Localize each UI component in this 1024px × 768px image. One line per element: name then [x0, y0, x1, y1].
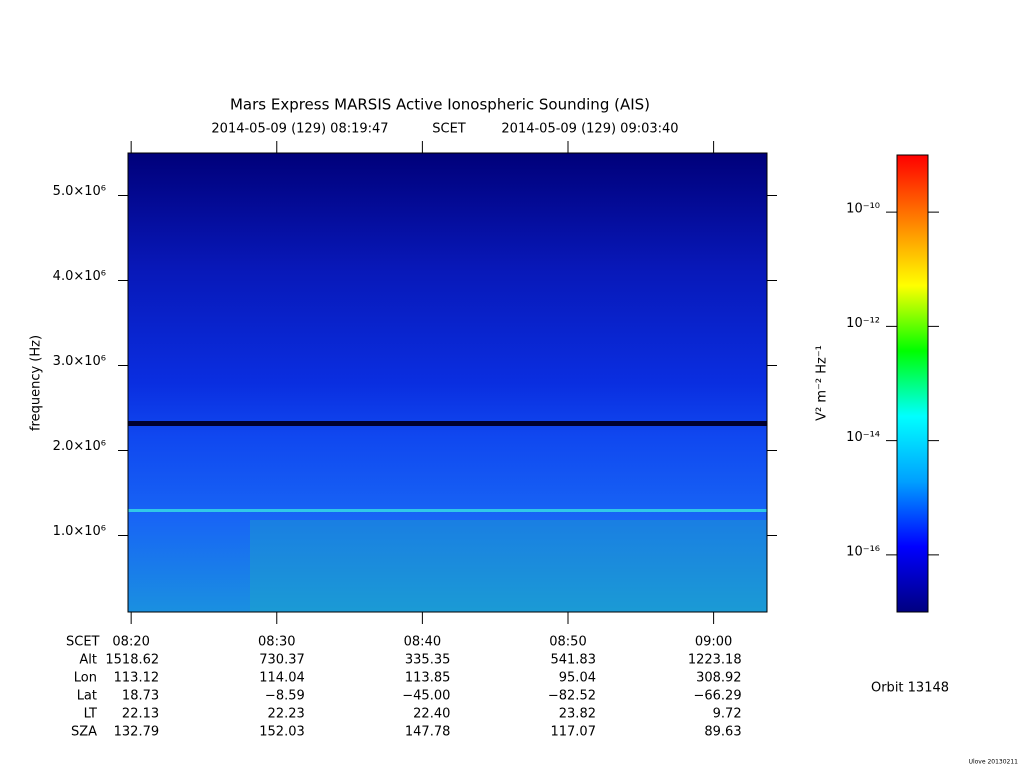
ephemeris-label: SZA — [71, 725, 97, 740]
spectrogram-band — [128, 421, 767, 426]
x-tick-label: 08:30 — [258, 635, 295, 650]
ephemeris-value: −82.52 — [548, 689, 596, 704]
colorbar-tick-label: 10⁻¹² — [846, 316, 880, 331]
ephemeris-value: 18.73 — [122, 689, 159, 704]
y-axis-label: frequency (Hz) — [29, 335, 44, 431]
ephemeris-value: 730.37 — [259, 653, 305, 668]
orbit-label: Orbit 13148 — [871, 681, 949, 696]
y-tick-label: 2.0×10⁶ — [53, 439, 106, 454]
colorbar-tick-label: 10⁻¹⁴ — [846, 430, 880, 445]
ephemeris-value: 114.04 — [259, 671, 305, 686]
ephemeris-label: Lat — [77, 689, 97, 704]
chart-title: Mars Express MARSIS Active Ionospheric S… — [230, 96, 650, 114]
time-end: 2014-05-09 (129) 09:03:40 — [501, 122, 678, 137]
y-tick-label: 5.0×10⁶ — [53, 184, 106, 199]
colorbar-tick-label: 10⁻¹⁰ — [846, 202, 880, 217]
spectrogram-band — [128, 509, 767, 512]
y-tick-label: 1.0×10⁶ — [53, 524, 106, 539]
ephemeris-label: LT — [84, 707, 97, 722]
ephemeris-value: 335.35 — [405, 653, 451, 668]
y-tick-label: 3.0×10⁶ — [53, 354, 106, 369]
spectrogram-image — [128, 153, 767, 612]
x-tick-label: 08:40 — [404, 635, 441, 650]
spectrogram-band — [250, 520, 767, 612]
time-system: SCET — [432, 122, 466, 137]
ephemeris-label: Lon — [74, 671, 97, 686]
x-tick-label: 08:50 — [549, 635, 586, 650]
ephemeris-value: 23.82 — [559, 707, 596, 722]
ephemeris-value: 113.12 — [114, 671, 160, 686]
ephemeris-value: 22.40 — [413, 707, 450, 722]
ephemeris-value: 132.79 — [114, 725, 160, 740]
colorbar-tick-label: 10⁻¹⁶ — [846, 544, 880, 559]
ephemeris-label: Alt — [79, 653, 97, 668]
ephemeris-value: 22.23 — [268, 707, 305, 722]
ephemeris-value: 1223.18 — [688, 653, 742, 668]
ephemeris-value: 541.83 — [550, 653, 596, 668]
ephemeris-value: 308.92 — [696, 671, 742, 686]
y-tick-label: 4.0×10⁶ — [53, 269, 106, 284]
ephemeris-time-label: SCET — [66, 635, 100, 650]
ephemeris-value: −66.29 — [693, 689, 741, 704]
ephemeris-value: 113.85 — [405, 671, 451, 686]
ephemeris-value: 9.72 — [713, 707, 742, 722]
plot-frame — [127, 152, 768, 613]
footer: Ulove 20130211 — [969, 759, 1019, 766]
ephemeris-value: −45.00 — [402, 689, 450, 704]
ephemeris-value: 117.07 — [550, 725, 596, 740]
colorbar — [896, 154, 929, 613]
ephemeris-value: 147.78 — [405, 725, 451, 740]
x-tick-label: 09:00 — [695, 635, 732, 650]
colorbar-label: V² m⁻² Hz⁻¹ — [815, 345, 830, 421]
ephemeris-value: 152.03 — [259, 725, 305, 740]
time-start: 2014-05-09 (129) 08:19:47 — [211, 122, 388, 137]
ephemeris-value: 1518.62 — [105, 653, 159, 668]
ephemeris-value: 95.04 — [559, 671, 596, 686]
ephemeris-value: −8.59 — [265, 689, 305, 704]
ephemeris-value: 22.13 — [122, 707, 159, 722]
x-tick-label: 08:20 — [112, 635, 149, 650]
ephemeris-value: 89.63 — [704, 725, 741, 740]
